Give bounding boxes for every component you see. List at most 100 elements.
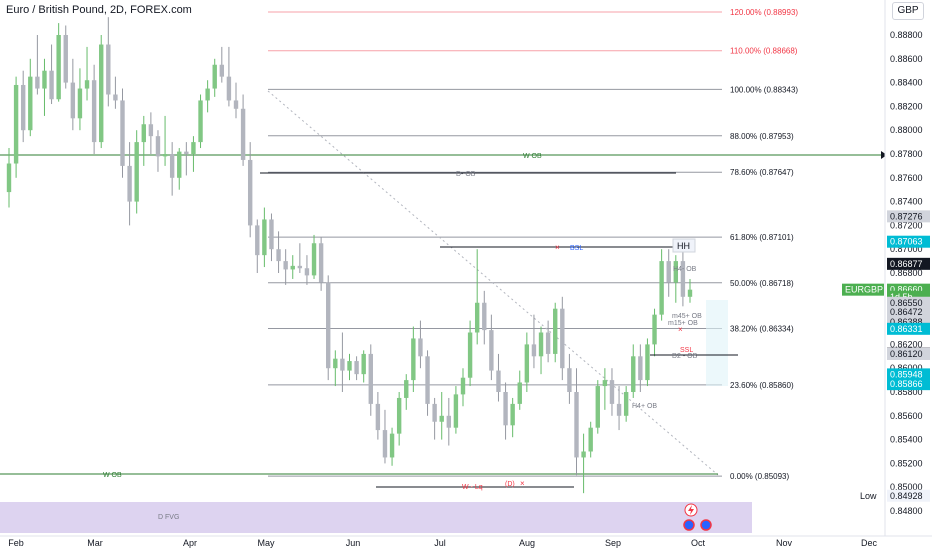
candle-body[interactable] xyxy=(297,265,303,269)
candle-body[interactable] xyxy=(538,332,544,357)
candle-body[interactable] xyxy=(233,100,239,109)
trend-line-dotted[interactable] xyxy=(267,90,719,476)
candle-body[interactable] xyxy=(255,225,260,256)
candle-body[interactable] xyxy=(368,353,373,404)
candle-body[interactable] xyxy=(113,94,118,101)
candle-body[interactable] xyxy=(318,243,324,283)
candle-body[interactable] xyxy=(687,289,693,297)
candle-body[interactable] xyxy=(545,332,551,354)
candle-body[interactable] xyxy=(439,415,444,422)
candle-body[interactable] xyxy=(134,142,139,202)
candle-body[interactable] xyxy=(482,302,487,331)
candle-body[interactable] xyxy=(219,64,225,77)
candle-body[interactable] xyxy=(13,84,19,164)
candle-body[interactable] xyxy=(432,403,437,422)
candle-body[interactable] xyxy=(574,392,579,458)
candle-body[interactable] xyxy=(446,415,452,428)
candle-body[interactable] xyxy=(510,403,515,426)
candle-body[interactable] xyxy=(652,314,657,345)
candle-body[interactable] xyxy=(623,392,629,416)
candle-body[interactable] xyxy=(609,380,615,404)
candle-body[interactable] xyxy=(155,136,161,157)
event-icon-2[interactable] xyxy=(700,519,712,531)
candle-body[interactable] xyxy=(42,70,47,89)
candle-body[interactable] xyxy=(553,308,558,354)
candle-body[interactable] xyxy=(453,394,459,428)
candle-body[interactable] xyxy=(184,151,189,154)
candle-body[interactable] xyxy=(460,377,466,395)
candle-body[interactable] xyxy=(311,243,317,276)
candle-body[interactable] xyxy=(269,219,274,250)
candle-body[interactable] xyxy=(141,124,146,143)
candle-body[interactable] xyxy=(191,142,196,154)
candle-body[interactable] xyxy=(247,159,253,226)
candle-body[interactable] xyxy=(659,261,664,315)
candle-body[interactable] xyxy=(49,70,54,100)
candle-body[interactable] xyxy=(326,282,331,369)
candle-body[interactable] xyxy=(517,382,522,404)
candle-body[interactable] xyxy=(396,397,402,434)
candle-body[interactable] xyxy=(106,44,111,95)
candle-body[interactable] xyxy=(198,100,203,143)
candle-body[interactable] xyxy=(404,380,409,398)
candle-body[interactable] xyxy=(290,265,295,270)
candle-body[interactable] xyxy=(418,338,423,357)
fibonacci-levels[interactable]: 120.00% (0.88993) 110.00% (0.88668) 100.00… xyxy=(268,8,798,481)
candle-body[interactable] xyxy=(389,433,395,458)
candle-body[interactable] xyxy=(616,403,622,416)
candle-body[interactable] xyxy=(28,76,33,131)
candle-body[interactable] xyxy=(354,361,359,375)
candle-body[interactable] xyxy=(595,386,600,428)
candle-body[interactable] xyxy=(120,100,125,166)
candle-body[interactable] xyxy=(169,154,175,178)
candle-body[interactable] xyxy=(99,44,104,143)
candle-body[interactable] xyxy=(567,368,572,392)
projection-box[interactable] xyxy=(706,300,728,386)
candle-body[interactable] xyxy=(503,392,508,426)
candle-body[interactable] xyxy=(333,358,338,369)
candle-body[interactable] xyxy=(6,163,12,193)
candle-body[interactable] xyxy=(425,356,430,404)
candle-body[interactable] xyxy=(205,88,210,101)
candle-body[interactable] xyxy=(489,330,494,371)
event-icon-1[interactable] xyxy=(683,519,695,531)
candle-body[interactable] xyxy=(20,84,26,131)
candle-body[interactable] xyxy=(524,344,530,383)
candle-body[interactable] xyxy=(84,80,90,89)
candles[interactable] xyxy=(6,17,693,494)
candle-body[interactable] xyxy=(375,403,381,431)
candle-body[interactable] xyxy=(680,261,686,297)
candle-body[interactable] xyxy=(496,370,501,392)
candle-body[interactable] xyxy=(212,64,217,89)
candle-body[interactable] xyxy=(645,344,650,381)
symbol-tag[interactable] xyxy=(842,283,884,296)
candle-body[interactable] xyxy=(588,427,593,452)
candle-body[interactable] xyxy=(70,82,76,119)
candle-body[interactable] xyxy=(673,261,679,283)
candle-body[interactable] xyxy=(276,249,281,262)
candle-body[interactable] xyxy=(467,332,473,378)
candle-body[interactable] xyxy=(283,261,288,270)
currency-button[interactable]: GBP xyxy=(892,2,924,20)
candle-body[interactable] xyxy=(666,261,671,283)
candle-body[interactable] xyxy=(35,76,40,89)
candle-body[interactable] xyxy=(304,268,310,276)
candle-body[interactable] xyxy=(177,151,182,178)
candle-body[interactable] xyxy=(531,344,537,357)
candle-body[interactable] xyxy=(382,430,388,458)
candle-body[interactable] xyxy=(148,124,154,137)
candle-body[interactable] xyxy=(602,380,608,387)
candle-body[interactable] xyxy=(162,154,168,157)
candle-body[interactable] xyxy=(226,76,232,101)
candle-body[interactable] xyxy=(581,451,586,458)
candle-body[interactable] xyxy=(474,302,480,333)
candle-body[interactable] xyxy=(127,165,132,202)
candle-body[interactable] xyxy=(240,108,246,160)
candle-body[interactable] xyxy=(347,361,352,371)
candle-body[interactable] xyxy=(262,219,267,256)
candle-body[interactable] xyxy=(361,353,366,375)
time-axis[interactable]: Feb Mar Apr May Jun Jul Aug Sep Oct Nov Dec xyxy=(8,538,877,548)
candle-body[interactable] xyxy=(340,358,345,371)
candle-body[interactable] xyxy=(91,80,97,143)
